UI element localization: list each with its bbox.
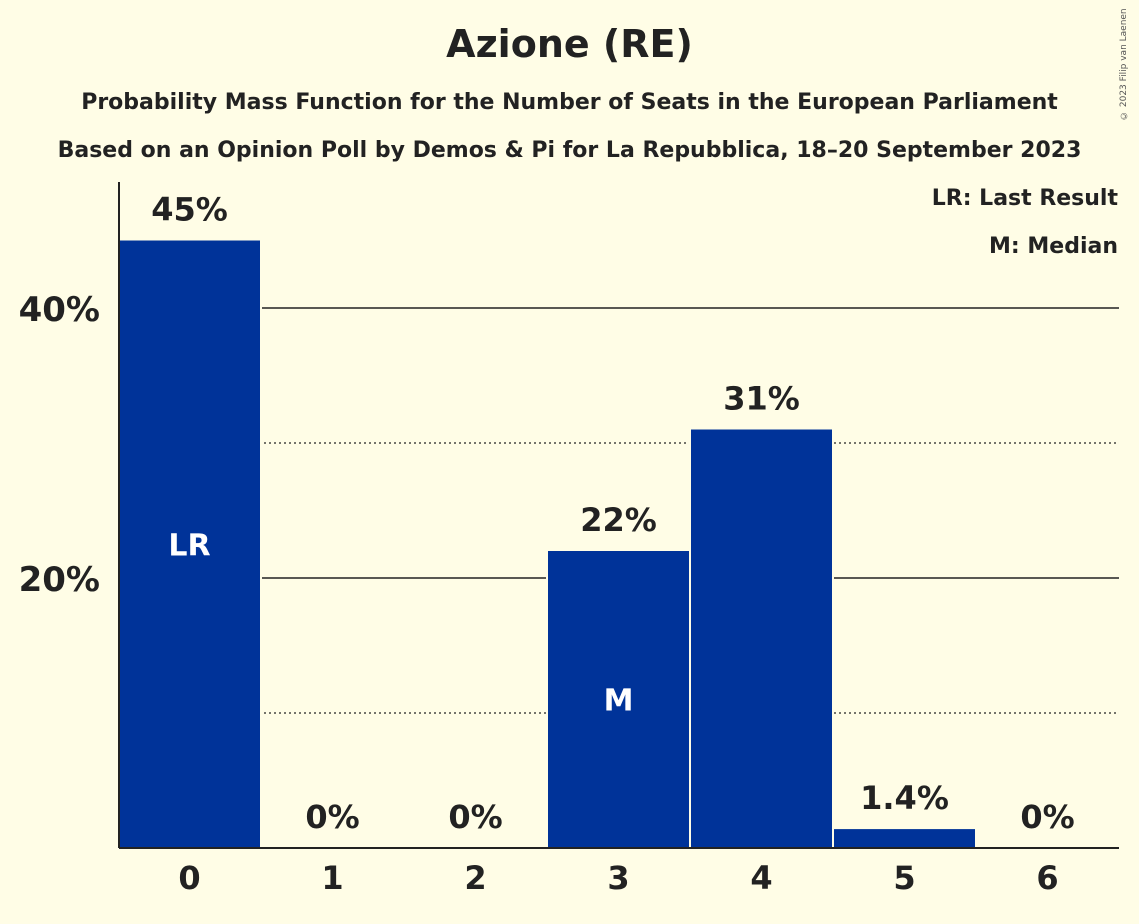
bar-marker-m: M xyxy=(604,684,634,719)
x-tick-label: 6 xyxy=(1036,859,1058,897)
data-label-0: 45% xyxy=(151,191,228,229)
data-label-4: 31% xyxy=(723,380,800,418)
x-tick-label: 5 xyxy=(893,859,915,897)
x-tick-label: 4 xyxy=(750,859,772,897)
legend-median: M: Median xyxy=(989,234,1118,259)
bar-marker-lr: LR xyxy=(168,528,210,563)
bar-0 xyxy=(119,240,260,848)
bar-3 xyxy=(548,551,689,848)
chart-title: Azione (RE) xyxy=(446,22,693,66)
x-tick-label: 3 xyxy=(607,859,629,897)
data-label-3: 22% xyxy=(580,501,657,539)
data-label-1: 0% xyxy=(305,798,359,836)
data-label-2: 0% xyxy=(448,798,502,836)
bar-5 xyxy=(834,829,975,848)
data-label-5: 1.4% xyxy=(860,779,949,817)
chart-subtitle-2: Based on an Opinion Poll by Demos & Pi f… xyxy=(57,138,1082,163)
x-tick-label: 1 xyxy=(321,859,343,897)
chart-subtitle-1: Probability Mass Function for the Number… xyxy=(81,90,1058,115)
bar-4 xyxy=(691,429,832,848)
y-tick-label: 20% xyxy=(19,560,100,600)
legend-last-result: LR: Last Result xyxy=(931,186,1118,211)
x-tick-label: 0 xyxy=(178,859,200,897)
data-label-6: 0% xyxy=(1020,798,1074,836)
x-tick-label: 2 xyxy=(464,859,486,897)
y-tick-label: 40% xyxy=(19,290,100,330)
